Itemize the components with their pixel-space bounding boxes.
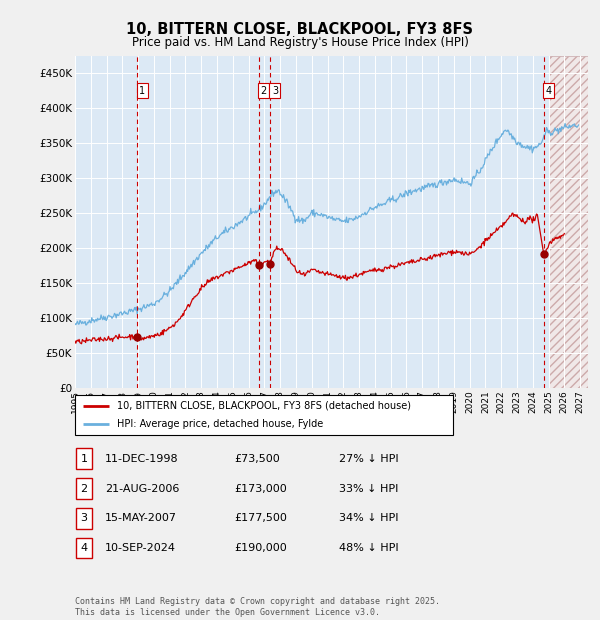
Text: 27% ↓ HPI: 27% ↓ HPI bbox=[339, 454, 398, 464]
FancyBboxPatch shape bbox=[76, 478, 92, 499]
Text: 11-DEC-1998: 11-DEC-1998 bbox=[105, 454, 179, 464]
Text: Contains HM Land Registry data © Crown copyright and database right 2025.
This d: Contains HM Land Registry data © Crown c… bbox=[75, 598, 440, 617]
Text: 15-MAY-2007: 15-MAY-2007 bbox=[105, 513, 177, 523]
Text: £190,000: £190,000 bbox=[234, 543, 287, 553]
Text: 1: 1 bbox=[80, 454, 88, 464]
Text: 2: 2 bbox=[80, 484, 88, 494]
FancyBboxPatch shape bbox=[75, 395, 453, 435]
Text: 1: 1 bbox=[139, 86, 145, 95]
Text: 3: 3 bbox=[80, 513, 88, 523]
Text: 34% ↓ HPI: 34% ↓ HPI bbox=[339, 513, 398, 523]
Text: 21-AUG-2006: 21-AUG-2006 bbox=[105, 484, 179, 494]
Text: 4: 4 bbox=[80, 543, 88, 553]
FancyBboxPatch shape bbox=[76, 448, 92, 469]
Text: 33% ↓ HPI: 33% ↓ HPI bbox=[339, 484, 398, 494]
Text: 4: 4 bbox=[545, 86, 551, 95]
Bar bbox=[548, 56, 588, 388]
Text: 10, BITTERN CLOSE, BLACKPOOL, FY3 8FS: 10, BITTERN CLOSE, BLACKPOOL, FY3 8FS bbox=[127, 22, 473, 37]
Text: £177,500: £177,500 bbox=[234, 513, 287, 523]
Text: 48% ↓ HPI: 48% ↓ HPI bbox=[339, 543, 398, 553]
FancyBboxPatch shape bbox=[76, 508, 92, 529]
Text: 10, BITTERN CLOSE, BLACKPOOL, FY3 8FS (detached house): 10, BITTERN CLOSE, BLACKPOOL, FY3 8FS (d… bbox=[116, 401, 410, 411]
Text: £73,500: £73,500 bbox=[234, 454, 280, 464]
Bar bbox=[548, 56, 588, 388]
Text: 2: 2 bbox=[260, 86, 266, 95]
Text: 3: 3 bbox=[272, 86, 278, 95]
Text: HPI: Average price, detached house, Fylde: HPI: Average price, detached house, Fyld… bbox=[116, 419, 323, 430]
Text: £173,000: £173,000 bbox=[234, 484, 287, 494]
Text: 10-SEP-2024: 10-SEP-2024 bbox=[105, 543, 176, 553]
FancyBboxPatch shape bbox=[76, 538, 92, 559]
Text: Price paid vs. HM Land Registry's House Price Index (HPI): Price paid vs. HM Land Registry's House … bbox=[131, 36, 469, 49]
